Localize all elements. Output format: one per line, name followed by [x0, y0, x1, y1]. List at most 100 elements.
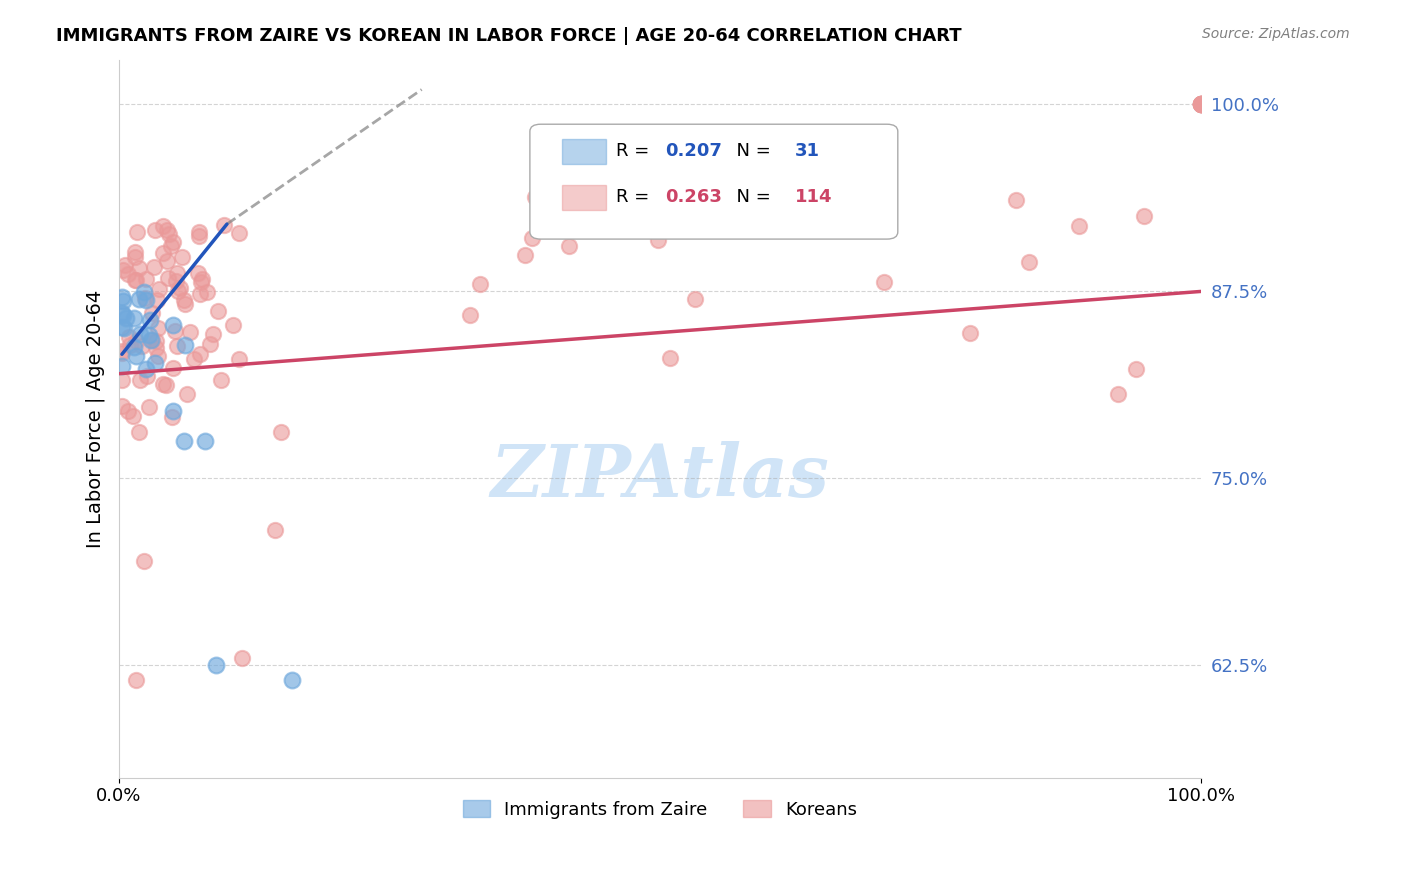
Point — [1189, 97, 1212, 112]
Point — [162, 361, 184, 376]
Point — [111, 294, 134, 309]
Point — [1189, 97, 1212, 112]
Point — [211, 373, 233, 387]
Point — [172, 250, 194, 264]
Text: 0.207: 0.207 — [665, 142, 723, 160]
Point — [145, 223, 167, 237]
Point — [148, 349, 170, 363]
Point — [155, 378, 177, 392]
Point — [134, 291, 156, 305]
Point — [169, 281, 191, 295]
Text: N =: N = — [724, 188, 776, 206]
Point — [156, 271, 179, 285]
Point — [125, 673, 148, 688]
Point — [1189, 97, 1212, 112]
Point — [647, 233, 669, 247]
Point — [127, 225, 149, 239]
Point — [270, 425, 292, 439]
Point — [141, 306, 163, 320]
Point — [200, 337, 222, 351]
Text: Source: ZipAtlas.com: Source: ZipAtlas.com — [1202, 27, 1350, 41]
Point — [145, 334, 167, 348]
Point — [111, 319, 134, 334]
Point — [122, 340, 145, 354]
Point — [138, 312, 160, 326]
Point — [228, 226, 250, 240]
Bar — [562, 186, 606, 211]
FancyBboxPatch shape — [530, 124, 898, 239]
Point — [166, 266, 188, 280]
Point — [1018, 255, 1040, 269]
Point — [128, 260, 150, 275]
Text: N =: N = — [724, 142, 776, 160]
Point — [557, 239, 579, 253]
Point — [524, 190, 547, 204]
Point — [135, 293, 157, 308]
Point — [129, 327, 152, 342]
Point — [520, 231, 543, 245]
Point — [335, 860, 357, 874]
Point — [162, 235, 184, 249]
Point — [1125, 362, 1147, 376]
Point — [1189, 97, 1212, 112]
Point — [143, 260, 166, 275]
Point — [136, 368, 159, 383]
Point — [207, 303, 229, 318]
Point — [195, 285, 218, 299]
Point — [122, 311, 145, 326]
Point — [823, 219, 845, 233]
Point — [659, 351, 682, 365]
Point — [111, 346, 134, 360]
Point — [1189, 97, 1212, 112]
Point — [683, 292, 706, 306]
Text: R =: R = — [616, 188, 655, 206]
Point — [1004, 193, 1026, 207]
Point — [114, 258, 136, 272]
Point — [124, 334, 146, 348]
Point — [231, 651, 253, 665]
Point — [124, 273, 146, 287]
Point — [174, 297, 197, 311]
Point — [752, 178, 775, 193]
Point — [139, 333, 162, 347]
Point — [124, 273, 146, 287]
Point — [212, 218, 235, 232]
Point — [135, 362, 157, 376]
Point — [152, 245, 174, 260]
Point — [1189, 97, 1212, 112]
Point — [513, 248, 536, 262]
Point — [1107, 387, 1129, 401]
Point — [558, 176, 581, 190]
Point — [264, 523, 287, 537]
Point — [132, 285, 155, 300]
Point — [156, 223, 179, 237]
Point — [134, 554, 156, 568]
Bar — [562, 138, 606, 164]
Point — [458, 308, 481, 322]
Point — [188, 225, 211, 239]
Point — [173, 293, 195, 307]
Point — [190, 275, 212, 289]
Text: 114: 114 — [794, 188, 832, 206]
Point — [468, 277, 491, 291]
Point — [162, 404, 184, 418]
Point — [111, 359, 134, 373]
Point — [188, 346, 211, 360]
Point — [160, 410, 183, 425]
Point — [128, 425, 150, 439]
Point — [176, 386, 198, 401]
Point — [1189, 97, 1212, 112]
Point — [112, 262, 135, 277]
Point — [129, 373, 152, 387]
Point — [111, 306, 134, 320]
Point — [166, 339, 188, 353]
Point — [1189, 97, 1212, 112]
Text: 0.263: 0.263 — [665, 188, 723, 206]
Point — [138, 400, 160, 414]
Point — [959, 326, 981, 341]
Point — [1132, 209, 1154, 223]
Point — [148, 282, 170, 296]
Point — [173, 434, 195, 448]
Point — [165, 274, 187, 288]
Point — [117, 404, 139, 418]
